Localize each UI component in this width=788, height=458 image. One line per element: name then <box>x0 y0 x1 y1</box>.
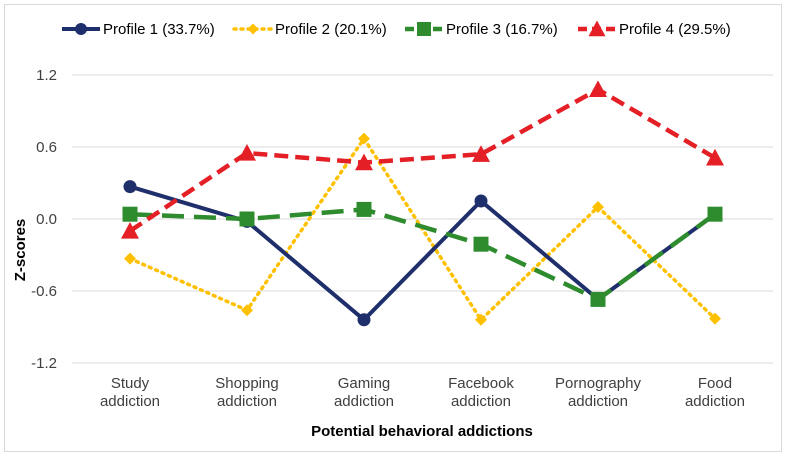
series-group <box>121 80 724 327</box>
data-point <box>122 206 138 222</box>
series-line <box>128 136 717 322</box>
x-tick-label: Shopping addiction <box>215 375 278 410</box>
data-point <box>355 153 373 171</box>
series-1 <box>123 180 722 327</box>
data-point <box>475 313 487 326</box>
x-tick-label: Pornography addiction <box>555 375 641 410</box>
data-point <box>239 211 255 227</box>
legend-marker <box>417 22 431 36</box>
chart-frame <box>4 4 782 452</box>
legend-item-2: Profile 2 (20.1%) <box>232 21 387 38</box>
data-point <box>472 145 490 162</box>
y-axis-ticks: 1.2 0.6 0.0 -0.6 -1.2 <box>31 67 57 372</box>
series-2 <box>124 132 721 326</box>
legend-label: Profile 1 (33.7%) <box>103 21 215 38</box>
data-point <box>121 222 139 239</box>
data-point <box>241 304 253 317</box>
x-axis-ticks: Study addiction Shopping addiction Gaming add… <box>100 375 745 410</box>
y-tick-label: 0.6 <box>36 139 57 156</box>
legend-item-4: Profile 4 (29.5%) <box>578 20 731 38</box>
data-point <box>124 252 136 265</box>
x-tick-label: Facebook addiction <box>448 375 514 410</box>
legend-marker <box>75 23 87 35</box>
data-point <box>592 201 604 213</box>
series-line <box>128 87 717 233</box>
legend-label: Profile 2 (20.1%) <box>275 21 387 38</box>
data-point <box>474 194 488 208</box>
legend-item-1: Profile 1 (33.7%) <box>62 21 215 38</box>
series-line <box>129 184 717 322</box>
data-point <box>590 291 606 307</box>
x-tick-label: Study addiction <box>100 375 160 410</box>
y-tick-label: 0.0 <box>36 211 57 228</box>
series-4 <box>121 80 724 239</box>
data-point <box>356 201 372 217</box>
x-tick-label: Food addiction <box>685 375 745 410</box>
data-point <box>473 236 489 252</box>
data-point <box>123 180 137 194</box>
data-point <box>358 132 370 145</box>
gridlines <box>72 74 773 364</box>
legend-label: Profile 3 (16.7%) <box>446 21 558 38</box>
y-tick-label: -1.2 <box>31 355 57 372</box>
data-point <box>706 148 724 166</box>
legend-marker <box>247 23 259 35</box>
legend-marker <box>588 20 606 37</box>
legend: Profile 1 (33.7%) Profile 2 (20.1%) Profil… <box>62 20 731 38</box>
data-point <box>357 313 371 327</box>
x-axis-title: Potential behavioral addictions <box>311 423 533 440</box>
series-3 <box>122 201 723 307</box>
x-tick-label: Gaming addiction <box>334 375 394 410</box>
data-point <box>707 206 723 222</box>
y-axis-title: Z-scores <box>12 219 29 282</box>
legend-item-3: Profile 3 (16.7%) <box>405 21 558 38</box>
legend-label: Profile 4 (29.5%) <box>619 21 731 38</box>
data-point <box>589 80 607 98</box>
data-point <box>238 144 256 161</box>
series-line <box>129 207 717 302</box>
data-point <box>709 312 721 325</box>
y-tick-label: -0.6 <box>31 283 57 300</box>
y-tick-label: 1.2 <box>36 67 57 84</box>
